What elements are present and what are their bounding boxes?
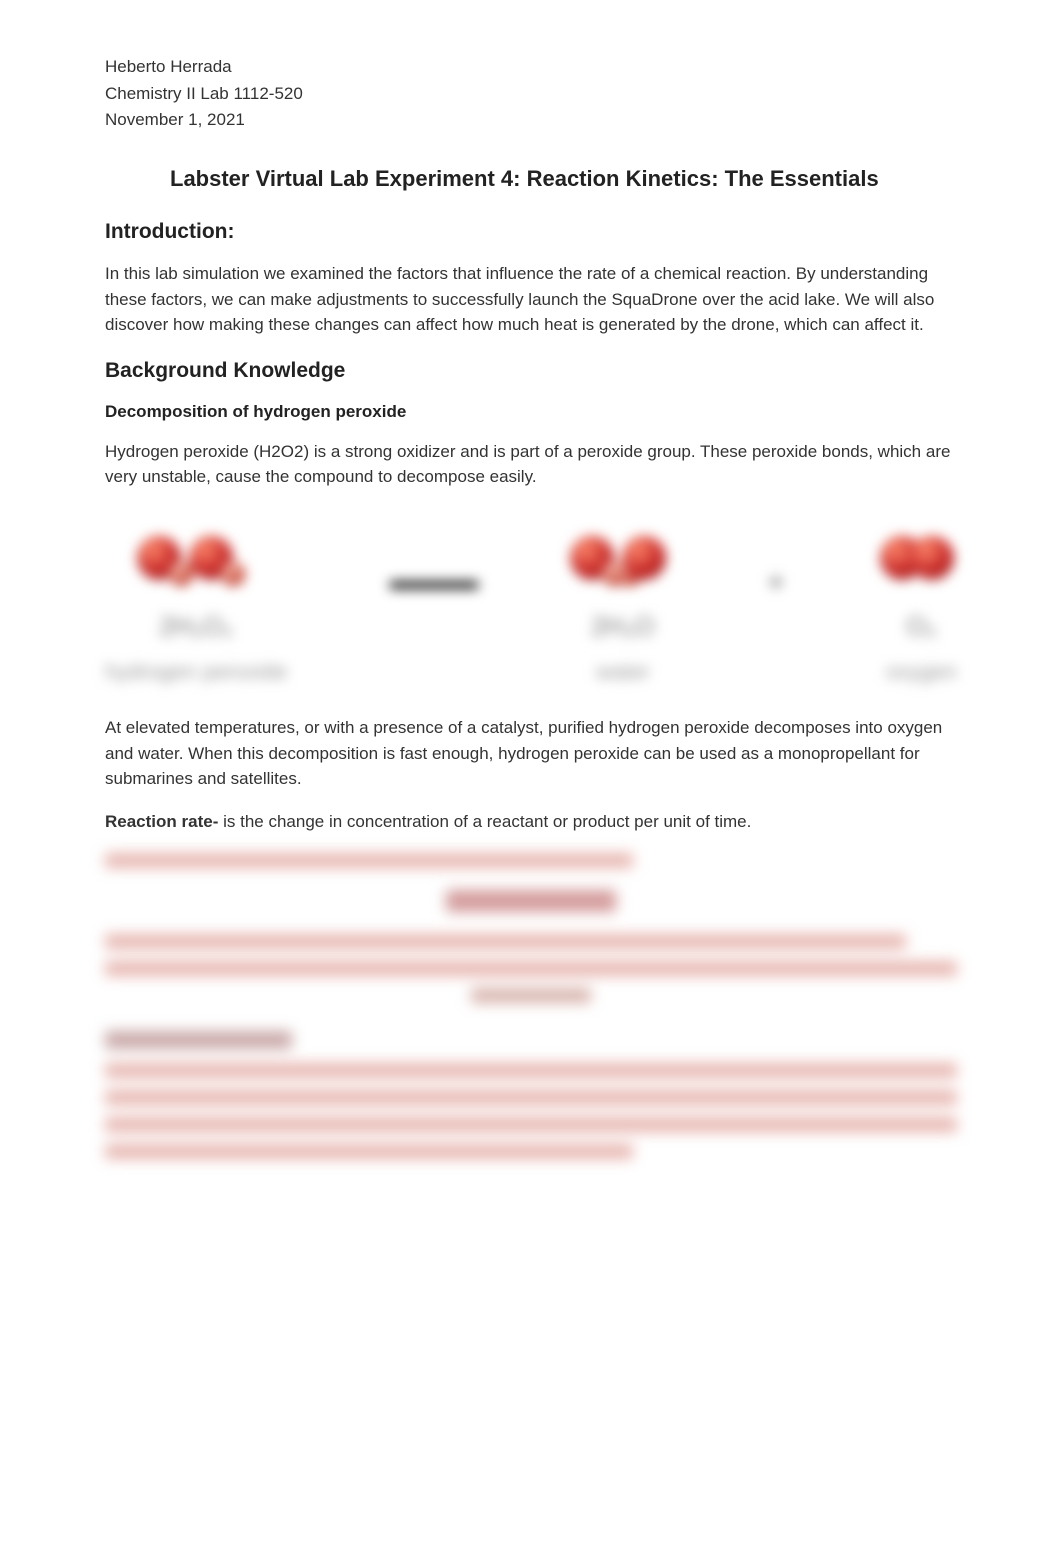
- label-o2: oxygen: [886, 656, 957, 688]
- blurred-line: [105, 934, 906, 949]
- formula-o2: O₂: [906, 608, 936, 646]
- label-h2o: water: [596, 656, 650, 688]
- label-h2o2: hydrogen peroxide: [105, 656, 287, 688]
- molecule-h2o: 2H₂O water: [580, 518, 666, 688]
- reaction-rate-definition: is the change in concentration of a reac…: [218, 812, 751, 831]
- course-line: Chemistry II Lab 1112-520: [105, 82, 957, 107]
- blurred-line: [105, 1117, 957, 1132]
- blurred-line: [105, 1063, 957, 1078]
- reaction-arrow-icon: [389, 581, 479, 589]
- decomposition-subheading: Decomposition of hydrogen peroxide: [105, 400, 957, 425]
- after-diagram-body: At elevated temperatures, or with a pres…: [105, 715, 957, 792]
- blurred-equation: [446, 890, 616, 912]
- date-line: November 1, 2021: [105, 108, 957, 133]
- locked-content-region: [105, 853, 957, 1159]
- blurred-line: [105, 1090, 957, 1105]
- blurred-line: [471, 988, 590, 1003]
- blurred-line: [105, 961, 957, 976]
- reaction-rate-line: Reaction rate- is the change in concentr…: [105, 810, 957, 835]
- decomposition-body: Hydrogen peroxide (H2O2) is a strong oxi…: [105, 439, 957, 490]
- reaction-diagram: 2H₂O₂ hydrogen peroxide 2H₂O water + O₂ …: [105, 518, 957, 688]
- molecule-o2: O₂ oxygen: [886, 518, 957, 688]
- author-name: Heberto Herrada: [105, 55, 957, 80]
- introduction-body: In this lab simulation we examined the f…: [105, 261, 957, 338]
- background-heading: Background Knowledge: [105, 356, 957, 386]
- blurred-subheading: [105, 1031, 292, 1049]
- introduction-heading: Introduction:: [105, 217, 957, 247]
- molecule-h2o2: 2H₂O₂ hydrogen peroxide: [105, 518, 287, 688]
- reaction-rate-label: Reaction rate-: [105, 812, 218, 831]
- document-title: Labster Virtual Lab Experiment 4: Reacti…: [105, 163, 957, 195]
- blurred-line: [105, 1144, 633, 1159]
- formula-h2o: 2H₂O: [591, 608, 655, 646]
- plus-icon: +: [767, 561, 785, 605]
- formula-h2o2: 2H₂O₂: [159, 608, 233, 646]
- blurred-line: [105, 853, 633, 868]
